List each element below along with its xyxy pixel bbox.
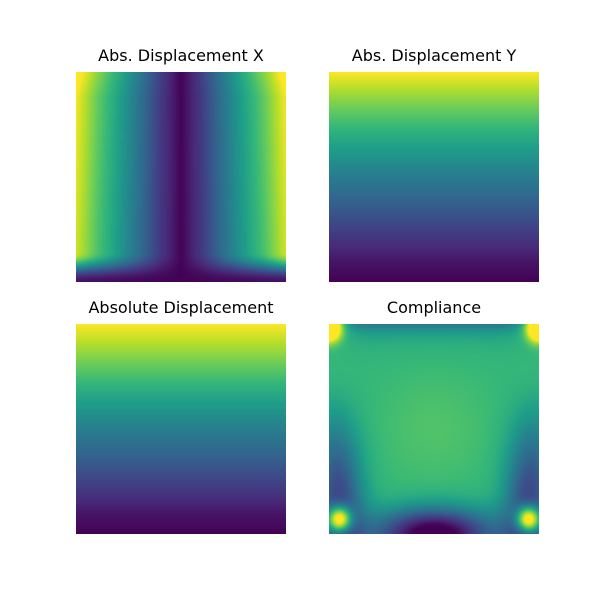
chart-title: Absolute Displacement <box>88 298 274 317</box>
panel-abs-displacement-y: Abs. Displacement Y <box>329 46 539 282</box>
heatmap-abs-displacement-x <box>76 72 286 282</box>
heatmap-compliance <box>329 324 539 534</box>
chart-title: Abs. Displacement Y <box>351 46 517 65</box>
heatmap-image <box>329 72 539 282</box>
heatmap-absolute-displacement <box>76 324 286 534</box>
heatmap-abs-displacement-y <box>329 72 539 282</box>
panel-abs-displacement-x: Abs. Displacement X <box>76 46 286 282</box>
heatmap-image <box>329 324 539 534</box>
heatmap-image <box>76 324 286 534</box>
heatmap-image <box>76 72 286 282</box>
panel-absolute-displacement: Absolute Displacement <box>76 298 286 534</box>
chart-title: Compliance <box>386 298 482 317</box>
chart-title: Abs. Displacement X <box>98 46 264 65</box>
panel-compliance: Compliance <box>329 298 539 534</box>
